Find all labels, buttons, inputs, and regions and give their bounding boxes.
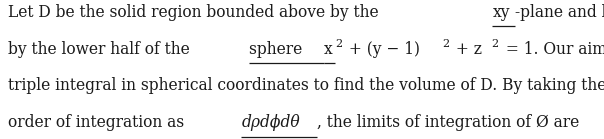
Text: order of integration as: order of integration as <box>8 114 189 131</box>
Text: 2: 2 <box>442 39 449 49</box>
Text: , the limits of integration of Ø are: , the limits of integration of Ø are <box>317 114 579 131</box>
Text: = 1. Our aim is to use: = 1. Our aim is to use <box>501 40 604 58</box>
Text: + (y − 1): + (y − 1) <box>344 40 420 58</box>
Text: -plane and bounded below: -plane and bounded below <box>515 4 604 21</box>
Text: Let D be the solid region bounded above by the: Let D be the solid region bounded above … <box>8 4 384 21</box>
Text: dρdϕdθ: dρdϕdθ <box>242 114 300 131</box>
Text: 2: 2 <box>492 39 498 49</box>
Text: 2: 2 <box>335 39 342 49</box>
Text: xy: xy <box>492 4 510 21</box>
Text: + z: + z <box>451 40 483 58</box>
Text: x: x <box>324 40 332 58</box>
Text: by the lower half of the: by the lower half of the <box>8 40 194 58</box>
Text: sphere: sphere <box>249 40 307 58</box>
Text: triple integral in spherical coordinates to find the volume of D. By taking the: triple integral in spherical coordinates… <box>8 77 604 94</box>
